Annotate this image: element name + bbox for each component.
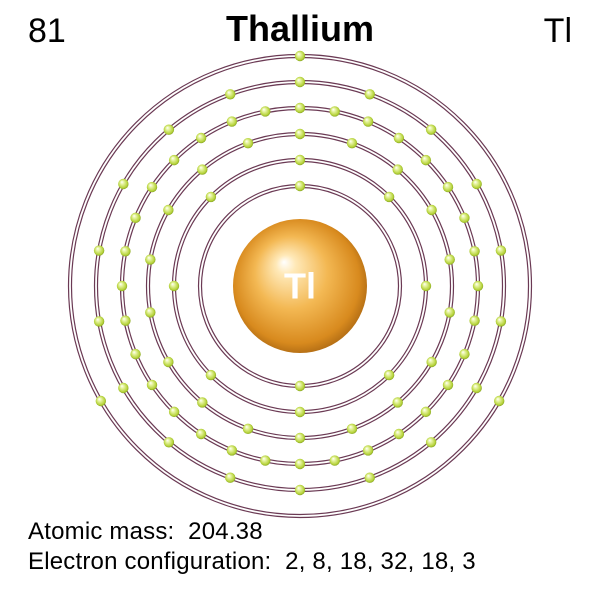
electron	[164, 437, 174, 447]
electron	[227, 445, 237, 455]
electron	[421, 281, 431, 291]
electron	[295, 51, 305, 61]
electron-config-row: Electron configuration: 2, 8, 18, 32, 18…	[28, 547, 476, 577]
footer: Atomic mass: 204.38 Electron configurati…	[28, 517, 476, 577]
electron	[443, 182, 453, 192]
electron	[197, 397, 207, 407]
electron	[393, 397, 403, 407]
electron	[494, 396, 504, 406]
electron	[426, 437, 436, 447]
electron	[496, 316, 506, 326]
electron	[426, 357, 436, 367]
electron	[363, 116, 373, 126]
electron	[169, 281, 179, 291]
electron	[421, 407, 431, 417]
electron	[384, 192, 394, 202]
electron	[164, 125, 174, 135]
atomic-mass-label: Atomic mass:	[28, 518, 188, 545]
atom-svg: Tl	[0, 46, 600, 526]
electron	[295, 381, 305, 391]
electron	[206, 192, 216, 202]
electron	[444, 254, 454, 264]
electron	[227, 116, 237, 126]
electron	[225, 473, 235, 483]
electron	[426, 125, 436, 135]
bohr-diagram: Tl	[0, 46, 600, 526]
electron	[163, 357, 173, 367]
electron	[459, 349, 469, 359]
electron	[130, 349, 140, 359]
electron	[393, 164, 403, 174]
electron	[496, 245, 506, 255]
electron	[196, 133, 206, 143]
electron	[163, 205, 173, 215]
nucleus-label: Tl	[284, 266, 316, 307]
electron	[94, 316, 104, 326]
electron	[469, 316, 479, 326]
electron	[243, 424, 253, 434]
electron	[295, 181, 305, 191]
electron	[363, 445, 373, 455]
electron	[295, 77, 305, 87]
element-name: Thallium	[0, 8, 600, 50]
electron	[330, 455, 340, 465]
electron	[443, 380, 453, 390]
electron	[225, 89, 235, 99]
electron	[196, 429, 206, 439]
atomic-mass-value: 204.38	[188, 518, 263, 545]
electron	[169, 407, 179, 417]
electron	[145, 307, 155, 317]
electron-config-value: 2, 8, 18, 32, 18, 3	[285, 548, 476, 575]
electron	[365, 89, 375, 99]
electron	[169, 155, 179, 165]
electron	[394, 133, 404, 143]
electron	[295, 459, 305, 469]
electron	[145, 254, 155, 264]
electron	[426, 205, 436, 215]
electron	[469, 246, 479, 256]
electron	[347, 138, 357, 148]
electron	[347, 424, 357, 434]
electron	[421, 155, 431, 165]
electron	[118, 383, 128, 393]
electron	[471, 179, 481, 189]
electron	[295, 407, 305, 417]
electron	[147, 182, 157, 192]
electron-config-label: Electron configuration:	[28, 548, 285, 575]
electron	[444, 307, 454, 317]
atomic-mass-row: Atomic mass: 204.38	[28, 517, 476, 547]
electron	[471, 383, 481, 393]
electron	[118, 179, 128, 189]
electron	[96, 396, 106, 406]
electron	[365, 473, 375, 483]
electron	[94, 245, 104, 255]
electron	[473, 281, 483, 291]
electron	[120, 246, 130, 256]
electron	[295, 433, 305, 443]
electron	[295, 155, 305, 165]
electron	[117, 281, 127, 291]
electron	[243, 138, 253, 148]
electron	[384, 370, 394, 380]
electron	[260, 455, 270, 465]
electron	[197, 164, 207, 174]
electron	[295, 129, 305, 139]
electron	[260, 106, 270, 116]
electron	[459, 213, 469, 223]
electron	[394, 429, 404, 439]
electron	[330, 106, 340, 116]
electron	[130, 213, 140, 223]
electron	[295, 103, 305, 113]
electron	[206, 370, 216, 380]
electron	[120, 316, 130, 326]
electron	[295, 485, 305, 495]
nucleus: Tl	[233, 219, 367, 353]
electron	[147, 380, 157, 390]
